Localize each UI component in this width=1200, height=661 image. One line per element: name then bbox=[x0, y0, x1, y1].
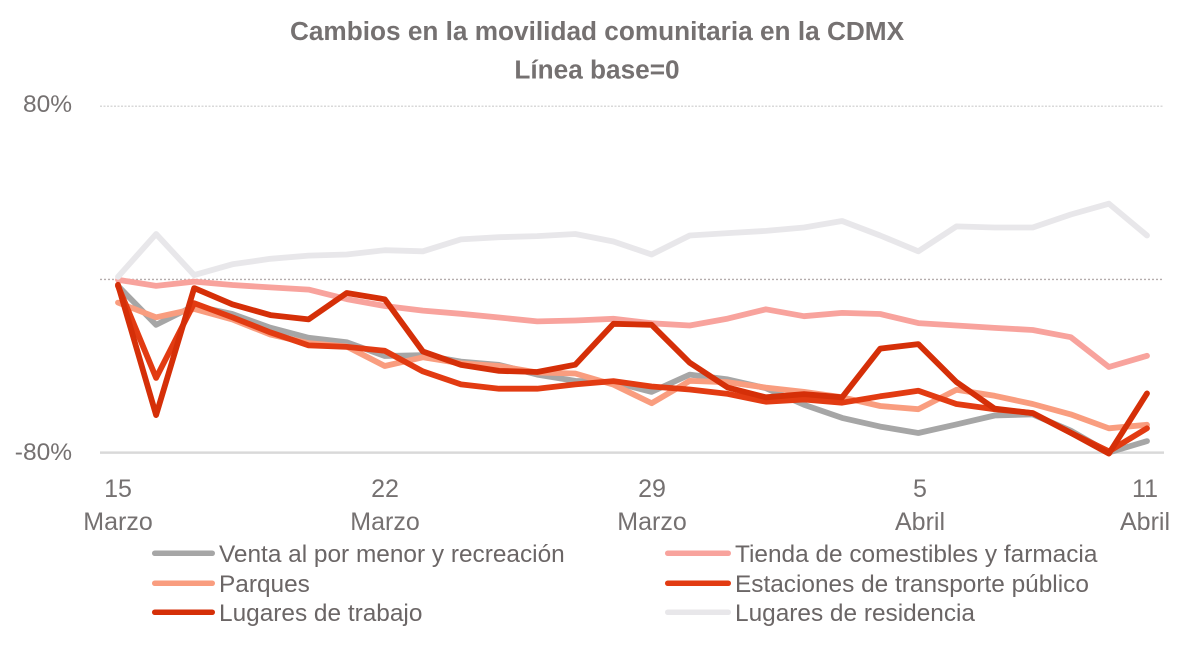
svg-text:15: 15 bbox=[104, 475, 132, 503]
svg-text:Abril: Abril bbox=[1120, 508, 1170, 536]
svg-text:Abril: Abril bbox=[895, 508, 945, 536]
svg-text:Lugares de trabajo: Lugares de trabajo bbox=[219, 600, 422, 627]
svg-text:Marzo: Marzo bbox=[350, 508, 419, 536]
svg-text:5: 5 bbox=[913, 475, 927, 503]
svg-text:11: 11 bbox=[1132, 475, 1158, 503]
svg-text:-80%: -80% bbox=[15, 439, 72, 466]
svg-text:Marzo: Marzo bbox=[617, 508, 686, 536]
svg-text:Parques: Parques bbox=[219, 571, 310, 598]
svg-text:80%: 80% bbox=[23, 91, 72, 118]
svg-text:Venta al por menor y recreació: Venta al por menor y recreación bbox=[219, 541, 565, 568]
svg-text:22: 22 bbox=[371, 475, 399, 503]
svg-text:Tienda de comestibles y farmac: Tienda de comestibles y farmacia bbox=[735, 541, 1098, 568]
svg-text:Lugares de residencia: Lugares de residencia bbox=[735, 600, 975, 627]
svg-text:29: 29 bbox=[638, 475, 666, 503]
svg-text:Estaciones de transporte públi: Estaciones de transporte público bbox=[735, 571, 1089, 598]
svg-text:Marzo: Marzo bbox=[83, 508, 152, 536]
svg-text:Línea base=0: Línea base=0 bbox=[514, 55, 679, 85]
svg-text:Cambios en la movilidad comuni: Cambios en la movilidad comunitaria en l… bbox=[290, 16, 905, 46]
